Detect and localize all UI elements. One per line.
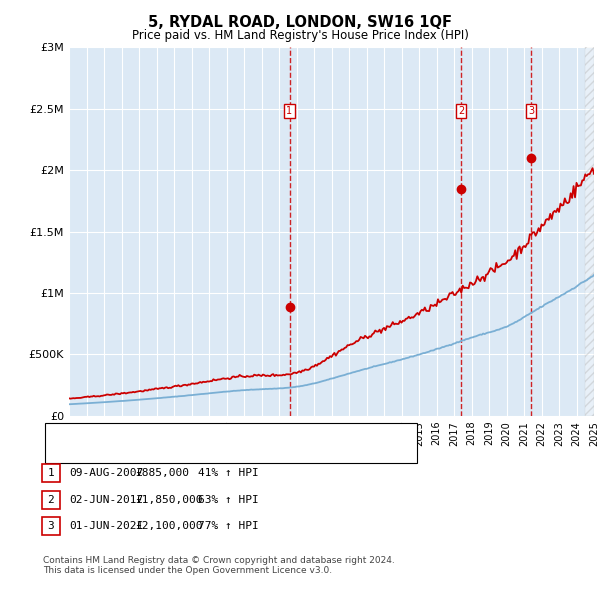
Text: Price paid vs. HM Land Registry's House Price Index (HPI): Price paid vs. HM Land Registry's House … (131, 30, 469, 42)
Text: 1: 1 (286, 106, 293, 116)
Text: HPI: Average price, detached house, Lambeth: HPI: Average price, detached house, Lamb… (75, 448, 344, 458)
Text: 1: 1 (47, 468, 55, 478)
Text: 3: 3 (47, 522, 55, 531)
Text: 5, RYDAL ROAD, LONDON, SW16 1QF: 5, RYDAL ROAD, LONDON, SW16 1QF (148, 15, 452, 30)
Text: 2: 2 (47, 495, 55, 504)
Text: 41% ↑ HPI: 41% ↑ HPI (198, 468, 259, 478)
Text: ——: —— (51, 428, 76, 441)
Text: £885,000: £885,000 (135, 468, 189, 478)
Text: 5, RYDAL ROAD, LONDON, SW16 1QF (detached house): 5, RYDAL ROAD, LONDON, SW16 1QF (detache… (75, 430, 375, 440)
Bar (585, 47, 594, 416)
Text: Contains HM Land Registry data © Crown copyright and database right 2024.
This d: Contains HM Land Registry data © Crown c… (43, 556, 395, 575)
Text: 01-JUN-2021: 01-JUN-2021 (69, 522, 143, 531)
Text: ——: —— (51, 447, 76, 460)
Text: 02-JUN-2017: 02-JUN-2017 (69, 495, 143, 504)
Text: £1,850,000: £1,850,000 (135, 495, 203, 504)
Text: 63% ↑ HPI: 63% ↑ HPI (198, 495, 259, 504)
Text: 2: 2 (458, 106, 464, 116)
Text: £2,100,000: £2,100,000 (135, 522, 203, 531)
Text: 09-AUG-2007: 09-AUG-2007 (69, 468, 143, 478)
Text: 3: 3 (528, 106, 534, 116)
Text: 77% ↑ HPI: 77% ↑ HPI (198, 522, 259, 531)
